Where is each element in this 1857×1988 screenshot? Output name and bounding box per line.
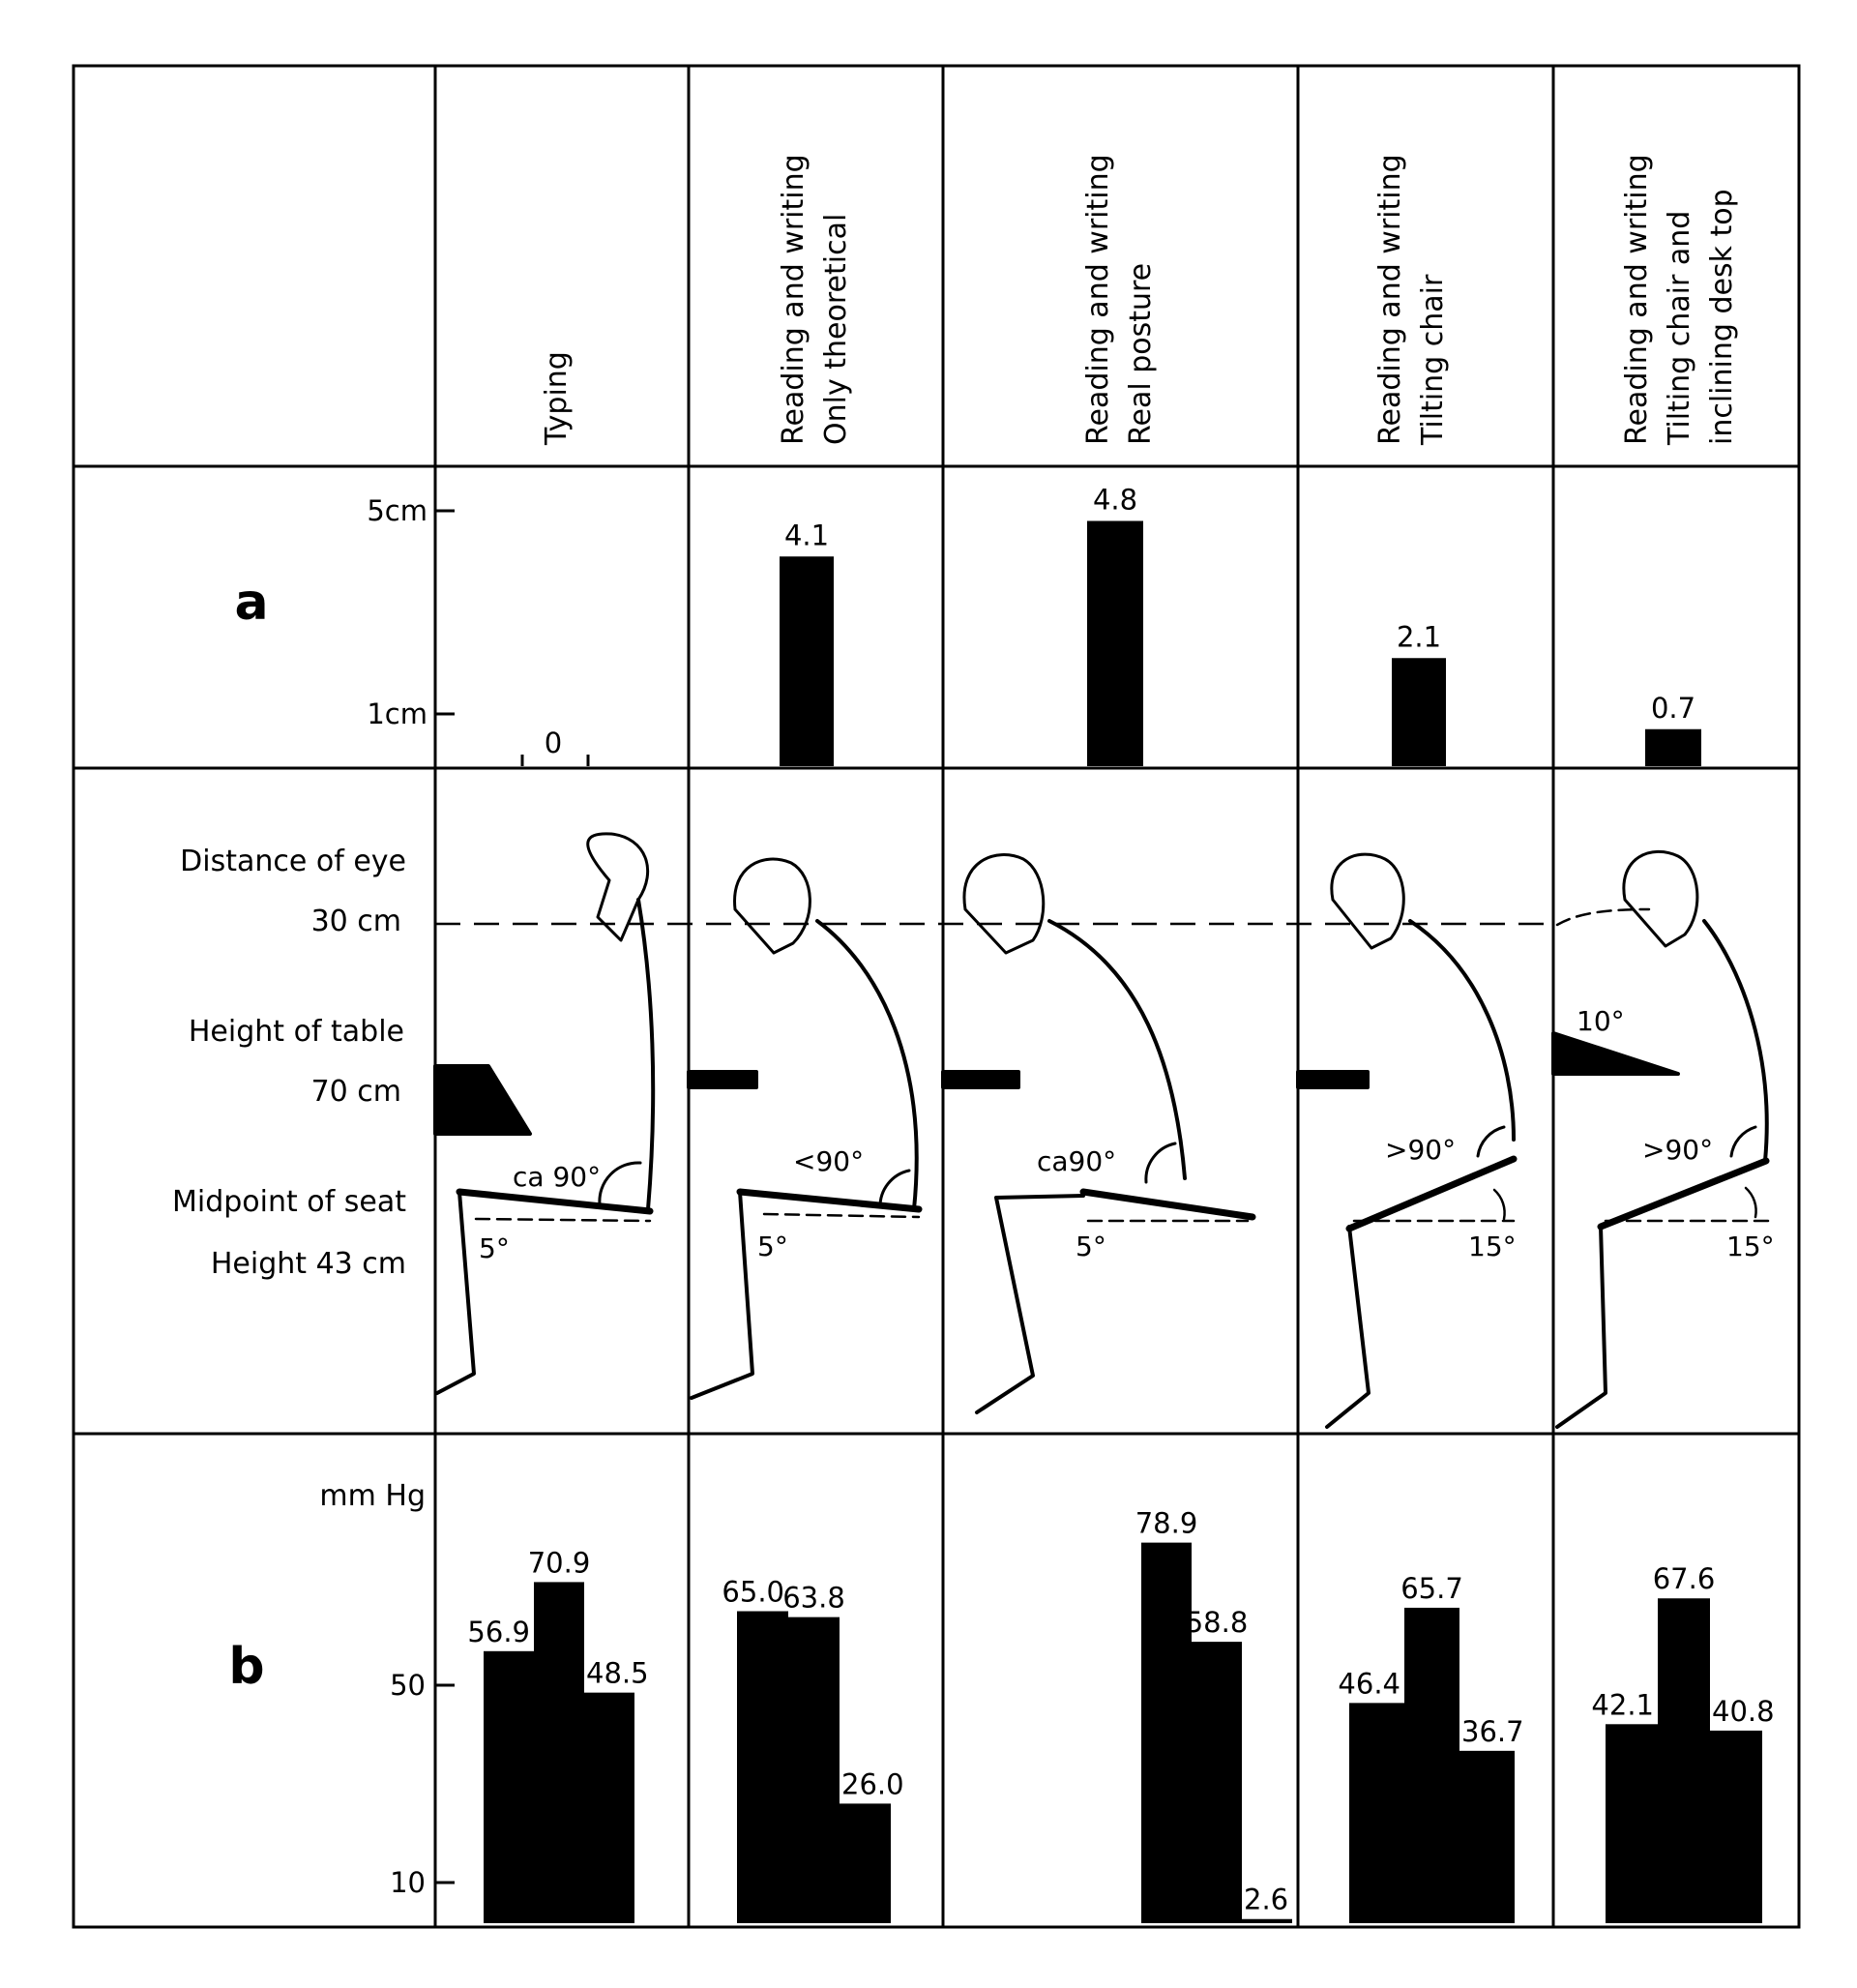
panel-a-bars: 0 4.1 4.8 2.1 0.7	[520, 484, 1701, 766]
bar-value-label: 70.9	[528, 1546, 591, 1579]
bar-value-label: 0	[545, 727, 562, 759]
header-row: Typing Reading and writing Only theoretic…	[540, 154, 1739, 446]
column-title: Reading and writing Only theoretical	[777, 154, 853, 445]
bar	[1141, 1542, 1192, 1923]
table-height-label: Height of table	[189, 1015, 404, 1049]
panel-b-label: b	[228, 1638, 264, 1696]
bar	[1087, 520, 1143, 766]
knee-angle-label: <90°	[793, 1145, 864, 1177]
knee-angle-label: >90°	[1642, 1134, 1713, 1166]
bar-value-label: 4.1	[784, 519, 829, 551]
seat-angle-label: 5°	[1076, 1231, 1106, 1262]
posture-figure-theoretical	[687, 857, 923, 1400]
seat-angle-label: 15°	[1468, 1231, 1517, 1262]
column-title: Reading and writing Real posture	[1081, 154, 1158, 445]
y-tick-label: 5cm	[367, 494, 427, 527]
posture-figure-tilting-chair-desk	[1551, 849, 1772, 1429]
bar-value-label: 56.9	[467, 1616, 530, 1648]
seat-angle-label: 5°	[757, 1231, 788, 1262]
seat-angle-label: 5°	[479, 1232, 510, 1264]
eye-distance-value: 30 cm	[311, 905, 401, 938]
zero-bar-marker	[520, 755, 590, 766]
bar-value-label: 2.6	[1244, 1884, 1288, 1916]
knee-angle-label: ca 90°	[513, 1161, 601, 1193]
desk-angle-label: 10°	[1577, 1005, 1625, 1037]
bar-value-label: 2.1	[1397, 620, 1441, 653]
bar	[788, 1617, 840, 1923]
posture-figure-real	[941, 853, 1256, 1414]
table-height-value: 70 cm	[311, 1075, 401, 1109]
bar-value-label: 63.8	[782, 1582, 845, 1615]
column-title: Reading and writing Tilting chair	[1373, 154, 1450, 446]
bar	[534, 1582, 584, 1923]
knee-angle-label: ca90°	[1037, 1145, 1116, 1177]
panel-b-bars: 56.9 70.9 48.5 65.063.8 26.0 78.9 58.8 2.6 46.4 6…	[467, 1507, 1775, 1923]
panel-a-label: a	[234, 574, 268, 632]
eye-distance-label: Distance of eye	[180, 845, 406, 878]
knee-angle-label: >90°	[1385, 1134, 1456, 1166]
bar-value-label: 48.5	[586, 1657, 649, 1690]
y-tick-label: 1cm	[367, 697, 427, 730]
bar	[1459, 1750, 1515, 1923]
grid-lines	[72, 64, 1801, 1929]
panel-a: a 5cm 1cm 0 4.1 4.8 2.1 0.7	[234, 484, 1701, 766]
seat-angle-label: 15°	[1726, 1231, 1775, 1262]
column-title: Typing	[540, 351, 574, 446]
bar	[584, 1692, 634, 1923]
bar-value-label: 42.1	[1591, 1688, 1654, 1721]
y-tick-label: 50	[390, 1669, 426, 1702]
column-title: Reading and writing Tilting chair and incl…	[1620, 154, 1739, 446]
bar-value-label: 65.0	[722, 1576, 784, 1609]
bar-value-label: 0.7	[1651, 692, 1695, 725]
bar-value-label: 67.6	[1653, 1562, 1716, 1595]
bar	[780, 556, 834, 766]
bar-value-label: 4.8	[1093, 484, 1137, 517]
bar-value-label: 46.4	[1338, 1667, 1400, 1700]
bar	[1645, 728, 1701, 766]
seat-height-label: Height 43 cm	[211, 1247, 406, 1281]
bar-value-label: 78.9	[1135, 1507, 1198, 1540]
bar	[737, 1611, 788, 1923]
bar	[484, 1650, 534, 1923]
bar	[1404, 1607, 1459, 1923]
bar	[840, 1803, 891, 1923]
posture-figure-tilting-chair	[1296, 852, 1518, 1429]
bar-value-label: 26.0	[841, 1767, 904, 1800]
panel-b: mm Hg b 50 10 56.9 70.9 48.5 65.063.8 26.0 78…	[228, 1479, 1775, 1923]
seat-midpoint-label: Midpoint of seat	[172, 1185, 406, 1219]
bar	[1349, 1703, 1404, 1923]
panel-posture: Distance of eye 30 cm Height of table 70…	[172, 832, 1775, 1429]
bar	[1658, 1598, 1710, 1923]
bar	[1710, 1730, 1762, 1923]
bar	[1392, 658, 1446, 766]
y-tick-label: 10	[390, 1866, 426, 1899]
bar-value-label: 58.8	[1186, 1606, 1249, 1639]
bar-value-label: 36.7	[1461, 1715, 1524, 1748]
bar	[1242, 1918, 1292, 1923]
y-axis-unit: mm Hg	[319, 1479, 426, 1513]
bar	[1606, 1724, 1658, 1923]
bar-value-label: 65.7	[1400, 1572, 1463, 1605]
bar-value-label: 40.8	[1712, 1695, 1775, 1728]
bar	[1192, 1642, 1242, 1923]
posture-figure-typing	[433, 832, 656, 1395]
